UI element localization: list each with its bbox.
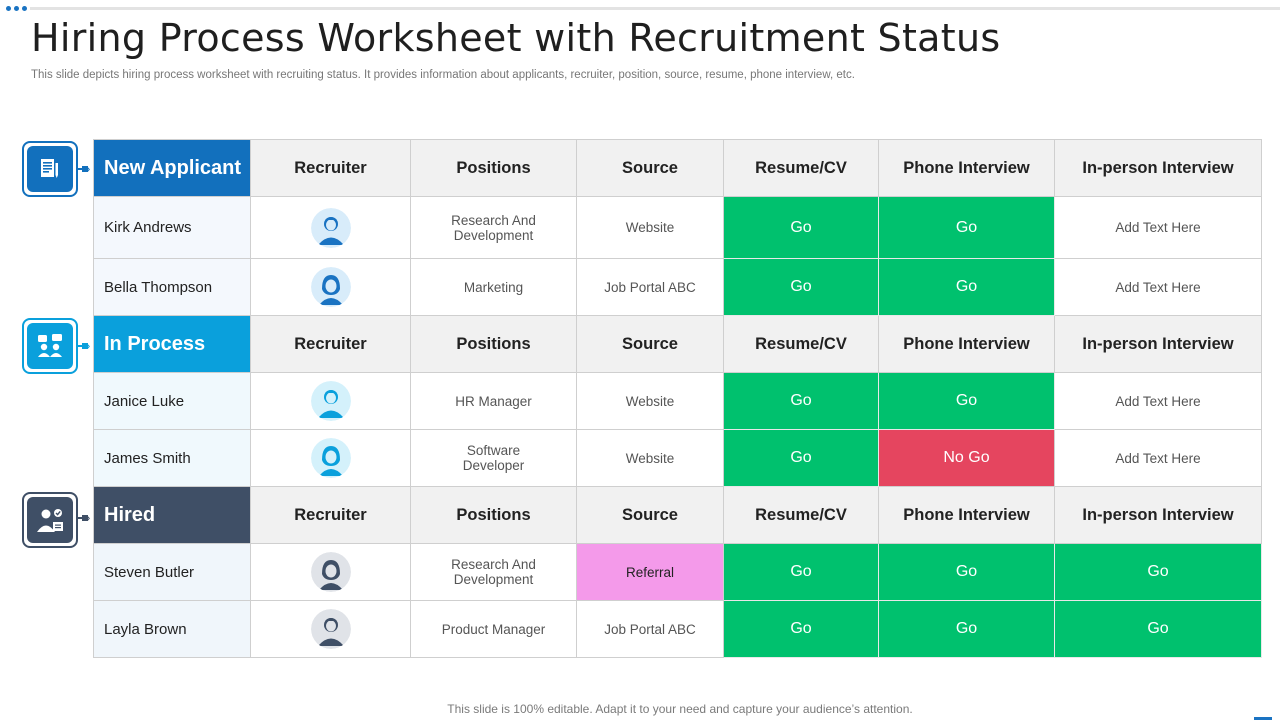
column-header: Recruiter (251, 487, 411, 544)
inperson-interview-status: Add Text Here (1055, 373, 1262, 430)
phone-interview-status: Go (879, 373, 1055, 430)
resume-status: Go (724, 601, 879, 658)
recruiter-avatar (251, 544, 411, 601)
in-process-badge (22, 318, 78, 374)
applicant-name: Bella Thompson (94, 259, 251, 316)
column-header: Positions (411, 140, 577, 197)
resume-status: Go (724, 259, 879, 316)
section-header-row: New Applicant Recruiter Positions Source Res… (94, 140, 1262, 197)
phone-interview-status: Go (879, 259, 1055, 316)
footer-note: This slide is 100% editable. Adapt it to… (447, 702, 913, 716)
table-row: James Smith Software Developer Website Go No… (94, 430, 1262, 487)
column-header: Phone Interview (879, 140, 1055, 197)
applicant-name: Steven Butler (94, 544, 251, 601)
column-header: Positions (411, 316, 577, 373)
inperson-interview-status: Add Text Here (1055, 259, 1262, 316)
slide-menu-dots (6, 6, 27, 11)
section-title-in-process: In Process (94, 316, 251, 373)
resume-status: Go (724, 373, 879, 430)
column-header: In-person Interview (1055, 487, 1262, 544)
column-header: Resume/CV (724, 316, 879, 373)
table-row: Kirk Andrews Research And Development Webs… (94, 197, 1262, 259)
source-cell: Referral (577, 544, 724, 601)
phone-interview-status: No Go (879, 430, 1055, 487)
hired-person-icon (37, 509, 63, 532)
position-cell: Software Developer (411, 430, 577, 487)
source-cell: Job Portal ABC (577, 601, 724, 658)
inperson-interview-status: Go (1055, 601, 1262, 658)
user-male-icon (310, 207, 351, 248)
source-cell: Website (577, 430, 724, 487)
applicant-name: Layla Brown (94, 601, 251, 658)
page-title: Hiring Process Worksheet with Recruitmen… (31, 16, 1001, 60)
column-header: Phone Interview (879, 487, 1055, 544)
column-header: Recruiter (251, 316, 411, 373)
position-cell: Marketing (411, 259, 577, 316)
top-divider (30, 7, 1280, 10)
table-row: Layla Brown Product Manager Job Portal ABC… (94, 601, 1262, 658)
column-header: Source (577, 316, 724, 373)
inperson-interview-status: Add Text Here (1055, 430, 1262, 487)
corner-accent (1254, 717, 1272, 720)
position-cell: Research And Development (411, 544, 577, 601)
user-female-icon (310, 267, 351, 307)
recruiter-avatar (251, 601, 411, 658)
applicant-name: Kirk Andrews (94, 197, 251, 259)
user-male-icon (310, 381, 351, 421)
source-cell: Job Portal ABC (577, 259, 724, 316)
phone-interview-status: Go (879, 601, 1055, 658)
recruiter-avatar (251, 373, 411, 430)
position-cell: HR Manager (411, 373, 577, 430)
recruiter-avatar (251, 430, 411, 487)
user-male-icon (310, 609, 351, 649)
resume-status: Go (724, 197, 879, 259)
user-female-icon (310, 438, 351, 478)
connector-dot (82, 343, 88, 349)
column-header: Positions (411, 487, 577, 544)
connector-dot (82, 515, 88, 521)
chevron-right-icon: › (86, 510, 91, 525)
new-applicant-badge (22, 141, 78, 197)
resume-status: Go (724, 430, 879, 487)
section-header-row: In Process Recruiter Positions Source Resume… (94, 316, 1262, 373)
recruitment-status-table: New Applicant Recruiter Positions Source Res… (93, 139, 1262, 658)
document-icon (41, 159, 58, 178)
column-header: In-person Interview (1055, 316, 1262, 373)
table-row: Steven Butler Research And Development Ref… (94, 544, 1262, 601)
section-title-new-applicant: New Applicant (94, 140, 251, 197)
source-cell: Website (577, 373, 724, 430)
applicant-name: Janice Luke (94, 373, 251, 430)
position-cell: Product Manager (411, 601, 577, 658)
source-cell: Website (577, 197, 724, 259)
column-header: Recruiter (251, 140, 411, 197)
column-header: Phone Interview (879, 316, 1055, 373)
chevron-right-icon: › (86, 161, 91, 176)
column-header: Resume/CV (724, 140, 879, 197)
column-header: Source (577, 487, 724, 544)
table-row: Janice Luke HR Manager Website Go Go Add Text… (94, 373, 1262, 430)
page-subtitle: This slide depicts hiring process worksh… (31, 69, 855, 81)
recruiter-avatar (251, 259, 411, 316)
resume-status: Go (724, 544, 879, 601)
inperson-interview-status: Add Text Here (1055, 197, 1262, 259)
recruiter-avatar (251, 197, 411, 259)
column-header: In-person Interview (1055, 140, 1262, 197)
connector-dot (82, 166, 88, 172)
meeting-chat-icon (38, 334, 62, 357)
phone-interview-status: Go (879, 544, 1055, 601)
position-cell: Research And Development (411, 197, 577, 259)
section-title-hired: Hired (94, 487, 251, 544)
column-header: Resume/CV (724, 487, 879, 544)
column-header: Source (577, 140, 724, 197)
section-header-row: Hired Recruiter Positions Source Resume/CV Ph… (94, 487, 1262, 544)
hired-badge (22, 492, 78, 548)
applicant-name: James Smith (94, 430, 251, 487)
inperson-interview-status: Go (1055, 544, 1262, 601)
table-row: Bella Thompson Marketing Job Portal ABC Go G… (94, 259, 1262, 316)
phone-interview-status: Go (879, 197, 1055, 259)
user-female-icon (310, 552, 351, 592)
chevron-right-icon: › (86, 338, 91, 353)
